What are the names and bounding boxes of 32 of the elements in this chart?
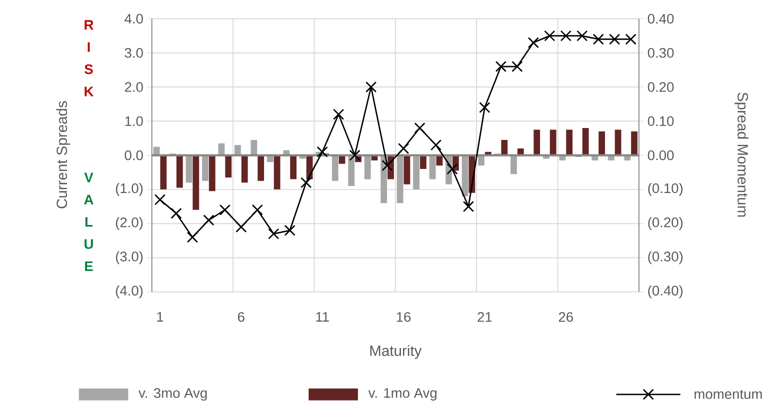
x-axis-title: Maturity: [370, 345, 422, 359]
legend-label: v. 1mo Avg: [368, 388, 436, 400]
legend-label: momentum: [694, 390, 762, 399]
x-tick-label: 16: [396, 312, 411, 322]
y2-tick-label: (0.10): [648, 182, 683, 196]
y2-tick-label: 0.40: [648, 14, 674, 24]
y-tick-label: 3.0: [124, 48, 143, 58]
y2-tick-label: 0.20: [648, 82, 674, 92]
y-tick-label: 2.0: [124, 82, 143, 92]
text: VALUE: [84, 172, 94, 271]
y-tick-label: (1.0): [116, 182, 143, 196]
x-tick-label: 11: [316, 312, 329, 322]
x-tick-label: 21: [478, 312, 492, 322]
x-tick-label: 1: [157, 312, 164, 322]
legend-label: v. 3mo Avg: [138, 388, 207, 401]
y2-tick-label: 0.10: [648, 116, 674, 126]
y-tick-label: 0.0: [124, 150, 143, 160]
y2-tick-label: 0.30: [648, 48, 674, 58]
x-tick-label: 26: [558, 312, 573, 322]
y-tick-label: 1.0: [125, 116, 143, 126]
y2-tick-label: (0.30): [648, 251, 683, 264]
y2-tick-label: (0.40): [648, 285, 683, 298]
x-tick-label: 6: [238, 312, 244, 322]
y-tick-label: (3.0): [116, 251, 143, 264]
y-axis-title: Current Spreads: [56, 101, 70, 208]
y-tick-label: (2.0): [116, 217, 143, 230]
y-tick-label: 4.0: [124, 14, 143, 24]
text: RISK: [84, 20, 94, 96]
y2-axis-title: Spread Momentum: [734, 92, 748, 217]
y2-tick-label: (0.20): [648, 217, 683, 230]
y2-tick-label: 0.00: [648, 150, 674, 160]
y-tick-label: (4.0): [116, 285, 143, 298]
